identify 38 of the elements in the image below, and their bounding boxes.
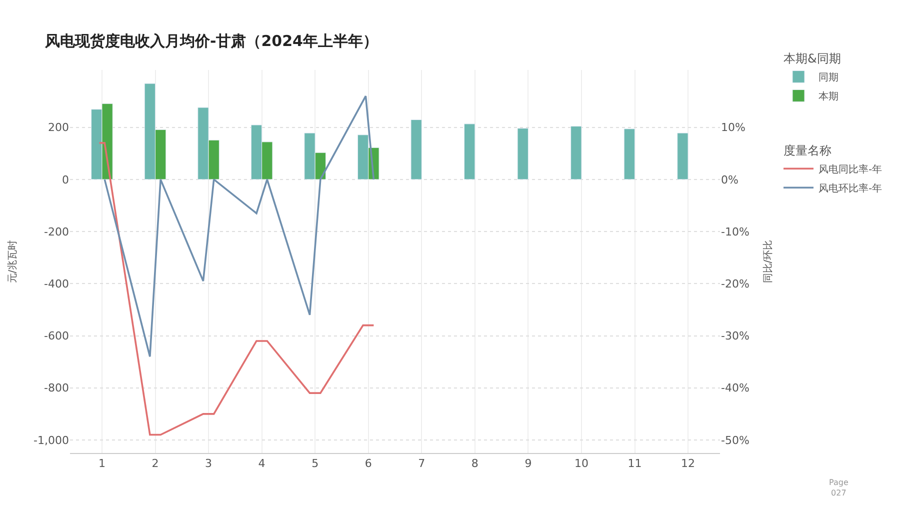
x-tick-label: 2	[152, 457, 159, 470]
y2-tick-label: 0%	[721, 173, 738, 186]
x-tick-label: 3	[205, 457, 212, 470]
y-tick-label: -600	[44, 330, 69, 343]
x-tick-label: 5	[312, 457, 319, 470]
x-tick-label: 4	[258, 457, 266, 470]
x-tick-label: 6	[364, 457, 372, 470]
y2-tick-label: -40%	[721, 382, 750, 395]
y2-tick-label: 10%	[721, 121, 746, 134]
x-tick-label: 1	[98, 457, 106, 470]
y-tick-label: -1,000	[34, 434, 69, 447]
x-tick-label: 9	[524, 457, 532, 470]
x-tick-label: 10	[574, 457, 588, 470]
line-series	[98, 142, 375, 436]
y2-tick-label: -20%	[721, 278, 750, 290]
legend-label: 本期	[818, 90, 838, 103]
text: 度量名称	[784, 143, 832, 158]
y2-tick-label: -30%	[721, 330, 750, 343]
legend-label: 同期	[818, 72, 838, 84]
y2-tick-label: -10%	[721, 225, 750, 238]
chart-title: 风电现货度电收入月均价-甘肃（2024年上半年）	[44, 32, 378, 50]
x-tick-label: 7	[418, 457, 426, 470]
x-tick-label: 12	[681, 457, 696, 470]
y2-axis-title: 同比/环比	[762, 240, 774, 284]
legend-label: 风电同比率-年	[818, 164, 882, 176]
y-axis-title: 元/兆瓦时	[6, 240, 19, 284]
y-tick-label: 200	[48, 121, 69, 134]
y-tick-label: 0	[62, 173, 69, 186]
y-tick-label: -800	[44, 382, 69, 395]
text: 本期&同期	[784, 51, 841, 66]
line-series	[104, 95, 375, 358]
y-tick-label: -200	[44, 225, 69, 238]
x-tick-label: 8	[471, 457, 478, 470]
y-tick-label: -400	[44, 278, 69, 290]
text: Page 027	[829, 478, 848, 498]
x-tick-label: 11	[628, 457, 642, 470]
legend-label: 风电环比率-年	[818, 182, 882, 195]
y2-tick-label: -50%	[721, 434, 750, 447]
